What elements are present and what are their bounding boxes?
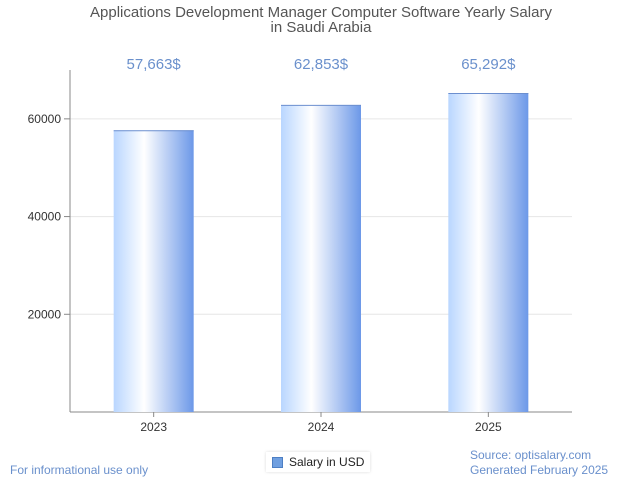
chart-title-line-2: in Saudi Arabia xyxy=(270,19,372,36)
y-tick-label: 60000 xyxy=(28,112,62,126)
bar-2025 xyxy=(448,93,529,412)
legend-swatch xyxy=(272,456,283,468)
generated-text: Generated February 2025 xyxy=(470,463,609,477)
legend[interactable]: Salary in USD xyxy=(266,452,371,472)
bar-2023 xyxy=(113,130,194,412)
y-tick-label: 40000 xyxy=(28,210,62,224)
x-tick-label-2023: 2023 xyxy=(140,420,167,434)
data-label-2024: 62,853$ xyxy=(294,56,349,73)
chart-title-line-1: Applications Development Manager Compute… xyxy=(90,4,552,21)
x-tick-label-2024: 2024 xyxy=(308,420,335,434)
y-tick-label: 20000 xyxy=(28,307,62,321)
legend-label-salary: Salary in USD xyxy=(289,455,365,469)
bar-2024 xyxy=(281,104,361,412)
source-text: Source: optisalary.com xyxy=(470,448,592,462)
data-label-2025: 65,292$ xyxy=(461,56,516,73)
data-label-2023: 57,663$ xyxy=(127,56,182,73)
disclaimer-text: For informational use only xyxy=(10,463,149,477)
x-tick-label-2025: 2025 xyxy=(475,420,502,434)
